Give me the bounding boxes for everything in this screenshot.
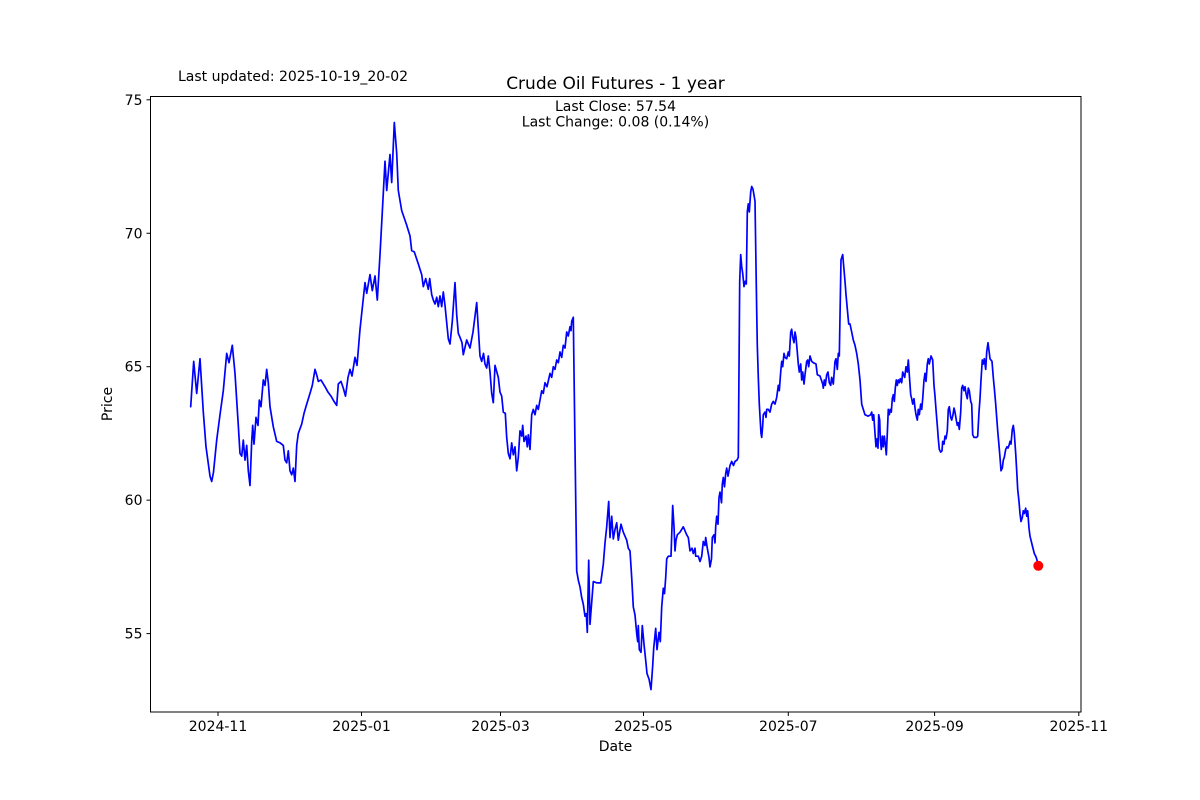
axis-ticks: 2024-11 2025-01 2025-03 2025-05 2025-07 2025-… xyxy=(125,93,1108,735)
price-series xyxy=(189,121,1044,691)
y-tick-label: 75 xyxy=(125,93,143,109)
y-tick-label: 65 xyxy=(125,360,143,376)
x-tick-label: 2025-05 xyxy=(614,719,673,735)
y-tick-label: 70 xyxy=(125,226,143,242)
price-line xyxy=(189,121,1040,691)
x-tick-label: 2025-11 xyxy=(1050,719,1109,735)
x-tick-label: 2025-03 xyxy=(471,719,530,735)
y-axis-label: Price xyxy=(100,387,116,421)
annotation-last-close: Last Close: 57.54 xyxy=(555,99,676,115)
x-tick-label: 2025-01 xyxy=(332,719,391,735)
annotation-last-change: Last Change: 0.08 (0.14%) xyxy=(522,115,709,131)
axes-spines xyxy=(150,96,1082,713)
x-tick-label: 2025-09 xyxy=(905,719,964,735)
last-updated-text: Last updated: 2025-10-19_20-02 xyxy=(178,69,408,85)
x-tick-label: 2025-07 xyxy=(759,719,818,735)
last-price-dot xyxy=(1033,560,1044,571)
plot-frame xyxy=(150,96,1082,713)
y-tick-label: 55 xyxy=(125,627,143,643)
chart-title: Crude Oil Futures - 1 year xyxy=(506,74,725,94)
x-axis-label: Date xyxy=(599,739,632,755)
y-tick-label: 60 xyxy=(125,493,143,509)
x-tick-label: 2024-11 xyxy=(189,719,248,735)
